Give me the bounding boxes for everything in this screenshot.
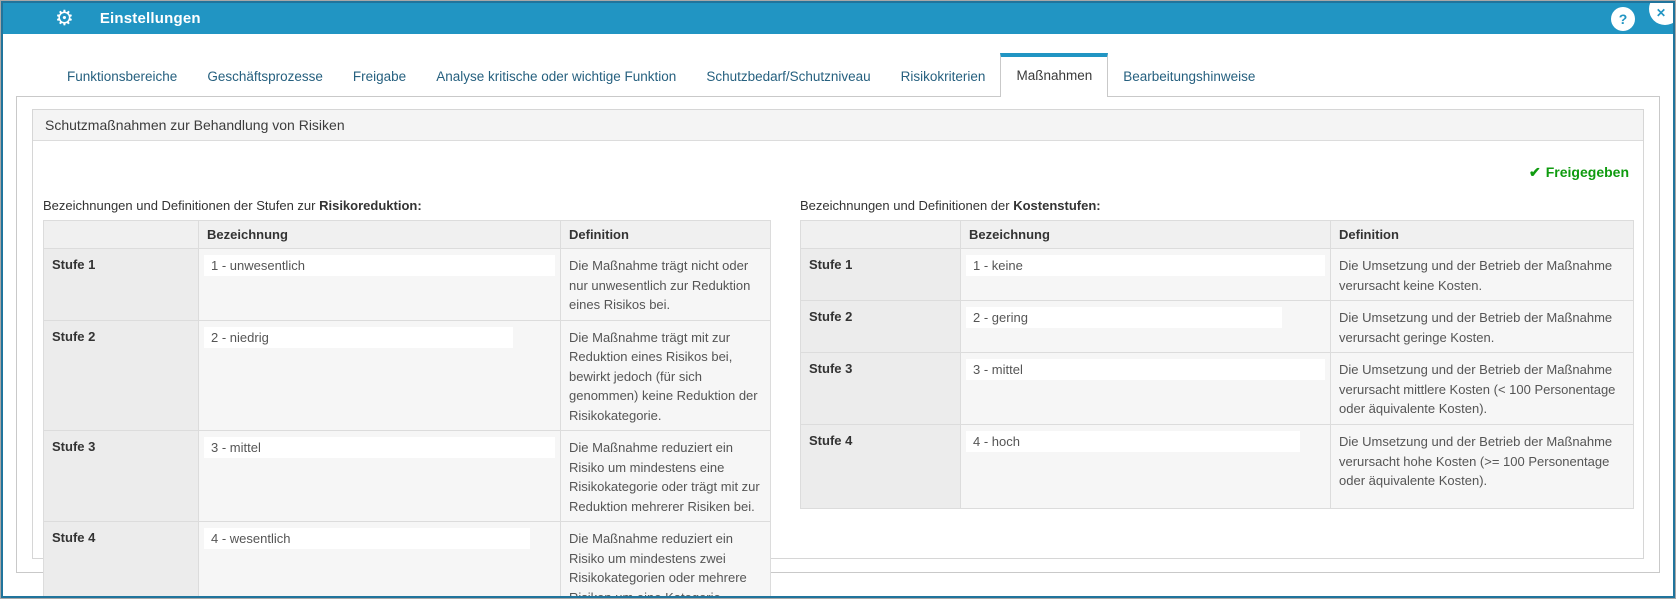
bezeichnung-input[interactable]: 4 - wesentlich — [204, 528, 531, 549]
definition-text: Die Maßnahme reduziert ein Risiko um min… — [560, 521, 771, 596]
definition-text: Die Umsetzung und der Betrieb der Maßnah… — [1330, 352, 1634, 425]
caption-bold: Kostenstufen: — [1013, 198, 1101, 213]
table-header-row: Bezeichnung Definition — [800, 220, 1634, 249]
tables-row: Bezeichnungen und Definitionen der Stufe… — [43, 189, 1634, 596]
status-label: Freigegeben — [1545, 164, 1629, 180]
tab-risikokriterien[interactable]: Risikokriterien — [900, 69, 986, 84]
caption-bold: Risikoreduktion: — [319, 198, 422, 213]
kostenstufen-block: Bezeichnungen und Definitionen der Koste… — [800, 189, 1634, 596]
definition-text: Die Umsetzung und der Betrieb der Maßnah… — [1330, 424, 1634, 509]
panel-body: ✔ Freigegeben Bezeichnungen und Definitio… — [33, 141, 1643, 596]
status-badge: ✔ Freigegeben — [47, 164, 1629, 181]
tab-freigabe[interactable]: Freigabe — [352, 69, 407, 84]
kostenstufen-table: Bezeichnung Definition Stufe 1 1 - keine — [800, 220, 1634, 509]
risikoreduktion-block: Bezeichnungen und Definitionen der Stufe… — [43, 189, 771, 596]
table-row: Stufe 2 2 - gering Die Umsetzung und der… — [800, 300, 1634, 353]
schutzmassnahmen-panel: Schutzmaßnahmen zur Behandlung von Risik… — [32, 109, 1644, 596]
table-row: Stufe 1 1 - unwesentlich Die Maßnahme tr… — [43, 248, 771, 321]
definition-text: Die Umsetzung und der Betrieb der Maßnah… — [1330, 248, 1634, 301]
table-row: Stufe 4 4 - wesentlich Die Maßnahme redu… — [43, 521, 771, 596]
caption-text: Bezeichnungen und Definitionen der — [800, 198, 1014, 213]
content-area: Funktionsbereiche Geschäftsprozesse Frei… — [3, 53, 1673, 596]
level-label: Stufe 4 — [800, 424, 961, 509]
risikoreduktion-caption: Bezeichnungen und Definitionen der Stufe… — [43, 198, 770, 213]
tab-geschaeftsprozesse[interactable]: Geschäftsprozesse — [207, 69, 323, 84]
column-header-definition: Definition — [560, 220, 771, 249]
level-label: Stufe 2 — [43, 319, 199, 431]
gear-icon: ⚙ — [55, 7, 74, 30]
level-label: Stufe 4 — [43, 521, 199, 596]
close-icon: ✕ — [1656, 6, 1667, 20]
tab-analyse-kritische-funktion[interactable]: Analyse kritische oder wichtige Funktion — [436, 69, 677, 84]
column-header-bezeichnung: Bezeichnung — [198, 220, 561, 249]
bezeichnung-input[interactable]: 2 - gering — [966, 307, 1282, 328]
bezeichnung-input[interactable]: 2 - niedrig — [204, 326, 513, 348]
column-header-bezeichnung: Bezeichnung — [960, 220, 1331, 249]
bezeichnung-input[interactable]: 3 - mittel — [966, 359, 1325, 380]
help-button[interactable]: ? — [1611, 7, 1635, 31]
bezeichnung-input[interactable]: 3 - mittel — [204, 437, 555, 458]
definition-text: Die Maßnahme reduziert ein Risiko um min… — [560, 430, 771, 522]
column-header-empty — [43, 220, 199, 249]
check-icon: ✔ — [1529, 164, 1541, 180]
table-row: Stufe 4 4 - hoch Die Umsetzung und der B… — [800, 424, 1634, 509]
definition-text: Die Maßnahme trägt mit zur Reduktion ein… — [560, 319, 771, 431]
table-row: Stufe 3 3 - mittel Die Umsetzung und der… — [800, 352, 1634, 425]
caption-text: Bezeichnungen und Definitionen der Stufe… — [43, 198, 320, 213]
table-row: Stufe 1 1 - keine Die Umsetzung und der … — [800, 248, 1634, 301]
title-bar: ⚙ Einstellungen ? ✕ — [3, 3, 1673, 34]
tab-schutzbedarf-schutzniveau[interactable]: Schutzbedarf/Schutzniveau — [706, 69, 871, 84]
page-title: Einstellungen — [99, 10, 201, 27]
tab-bearbeitungshinweise[interactable]: Bearbeitungshinweise — [1123, 69, 1256, 84]
bezeichnung-input[interactable]: 1 - keine — [966, 255, 1325, 276]
definition-text: Die Umsetzung und der Betrieb der Maßnah… — [1330, 300, 1634, 353]
level-label: Stufe 1 — [43, 248, 199, 321]
column-header-empty — [800, 220, 961, 249]
help-icon: ? — [1618, 11, 1628, 27]
level-label: Stufe 3 — [800, 352, 961, 425]
level-label: Stufe 1 — [800, 248, 961, 301]
tab-bar: Funktionsbereiche Geschäftsprozesse Frei… — [16, 53, 1660, 97]
tab-content: Schutzmaßnahmen zur Behandlung von Risik… — [16, 96, 1660, 596]
level-label: Stufe 2 — [800, 300, 961, 353]
column-header-definition: Definition — [1330, 220, 1634, 249]
kostenstufen-caption: Bezeichnungen und Definitionen der Koste… — [800, 198, 1633, 213]
bezeichnung-input[interactable]: 4 - hoch — [966, 431, 1300, 452]
bezeichnung-input[interactable]: 1 - unwesentlich — [204, 255, 555, 276]
tab-massnahmen[interactable]: Maßnahmen — [1000, 53, 1109, 97]
tab-funktionsbereiche[interactable]: Funktionsbereiche — [67, 69, 178, 84]
risikoreduktion-table: Bezeichnung Definition Stufe 1 1 - unwes… — [43, 220, 771, 596]
level-label: Stufe 3 — [43, 430, 199, 522]
close-button[interactable]: ✕ — [1649, 3, 1673, 25]
definition-text: Die Maßnahme trägt nicht oder nur unwese… — [560, 248, 771, 321]
table-header-row: Bezeichnung Definition — [43, 220, 771, 249]
panel-title: Schutzmaßnahmen zur Behandlung von Risik… — [33, 110, 1643, 141]
table-row: Stufe 3 3 - mittel Die Maßnahme reduzier… — [43, 430, 771, 522]
table-row: Stufe 2 2 - niedrig Die Maßnahme trägt m… — [43, 319, 771, 431]
